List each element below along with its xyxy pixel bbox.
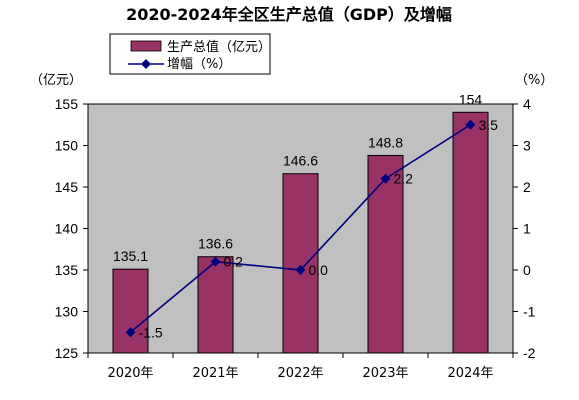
x-axis: 2020年 2021年 2022年 2023年 2024年 — [87, 352, 514, 381]
growth-point-marker — [210, 256, 221, 267]
x-category-label: 2022年 — [277, 366, 323, 381]
y-left-tick-label: 140 — [55, 221, 79, 237]
growth-line-series: -1.5 0.2 0.0 2.2 3.5 — [125, 117, 499, 340]
y-right-tick-label: 0 — [523, 262, 531, 278]
y-left-tick-label: 150 — [55, 138, 79, 154]
gdp-bar — [282, 173, 319, 354]
y-right-tick-label: 2 — [523, 179, 531, 195]
y-left-tick-label: 145 — [55, 179, 79, 195]
growth-point-label: 3.5 — [479, 117, 499, 133]
legend: 生产总值（亿元） 增幅（%） — [109, 33, 271, 75]
growth-point-label: 2.2 — [394, 171, 414, 187]
x-category-label: 2024年 — [447, 366, 493, 381]
legend-line-marker — [141, 59, 151, 69]
x-category-label: 2023年 — [362, 366, 408, 381]
growth-point-marker — [295, 265, 306, 275]
gdp-bar-label: 135.1 — [113, 248, 148, 264]
y-right-tick-label: -2 — [523, 345, 536, 361]
legend-bar-swatch — [130, 40, 162, 52]
y-right-tick-label: 3 — [523, 138, 531, 154]
growth-point-label: 0.0 — [309, 262, 329, 278]
growth-point-label: 0.2 — [224, 254, 244, 270]
x-category-label: 2020年 — [107, 366, 153, 381]
y-right-unit-label: （%） — [515, 73, 553, 88]
y-left-tick-label: 130 — [55, 304, 79, 320]
growth-point-marker — [125, 327, 136, 338]
gdp-bar-label: 154 — [459, 91, 483, 107]
gdp-bar — [112, 268, 149, 354]
legend-line-label: 增幅（%） — [167, 57, 231, 72]
y-left-axis: 125 130 135 140 145 150 155 — [55, 96, 89, 361]
y-left-tick-label: 135 — [55, 262, 79, 278]
gdp-bar-label: 146.6 — [283, 153, 318, 169]
gdp-bar-label: 136.6 — [198, 236, 233, 252]
y-left-unit-label: （亿元） — [30, 73, 82, 88]
y-right-tick-label: 1 — [523, 221, 531, 237]
growth-point-label: -1.5 — [139, 324, 163, 340]
gdp-bar — [452, 111, 489, 354]
chart-title: 2020-2024年全区生产总值（GDP）及增幅 — [126, 5, 452, 24]
growth-point-marker — [380, 173, 391, 184]
y-right-tick-label: 4 — [523, 96, 531, 112]
y-right-tick-label: -1 — [523, 304, 536, 320]
gdp-bar-label: 148.8 — [368, 134, 403, 150]
y-right-axis: -2 -1 0 1 2 3 4 — [512, 96, 536, 361]
x-category-label: 2021年 — [192, 366, 238, 381]
legend-bar-label: 生产总值（亿元） — [167, 39, 271, 55]
y-left-tick-label: 125 — [55, 345, 79, 361]
y-left-tick-label: 155 — [55, 96, 79, 112]
bar-series: 135.1 136.6 146.6 148.8 154 — [112, 91, 489, 354]
